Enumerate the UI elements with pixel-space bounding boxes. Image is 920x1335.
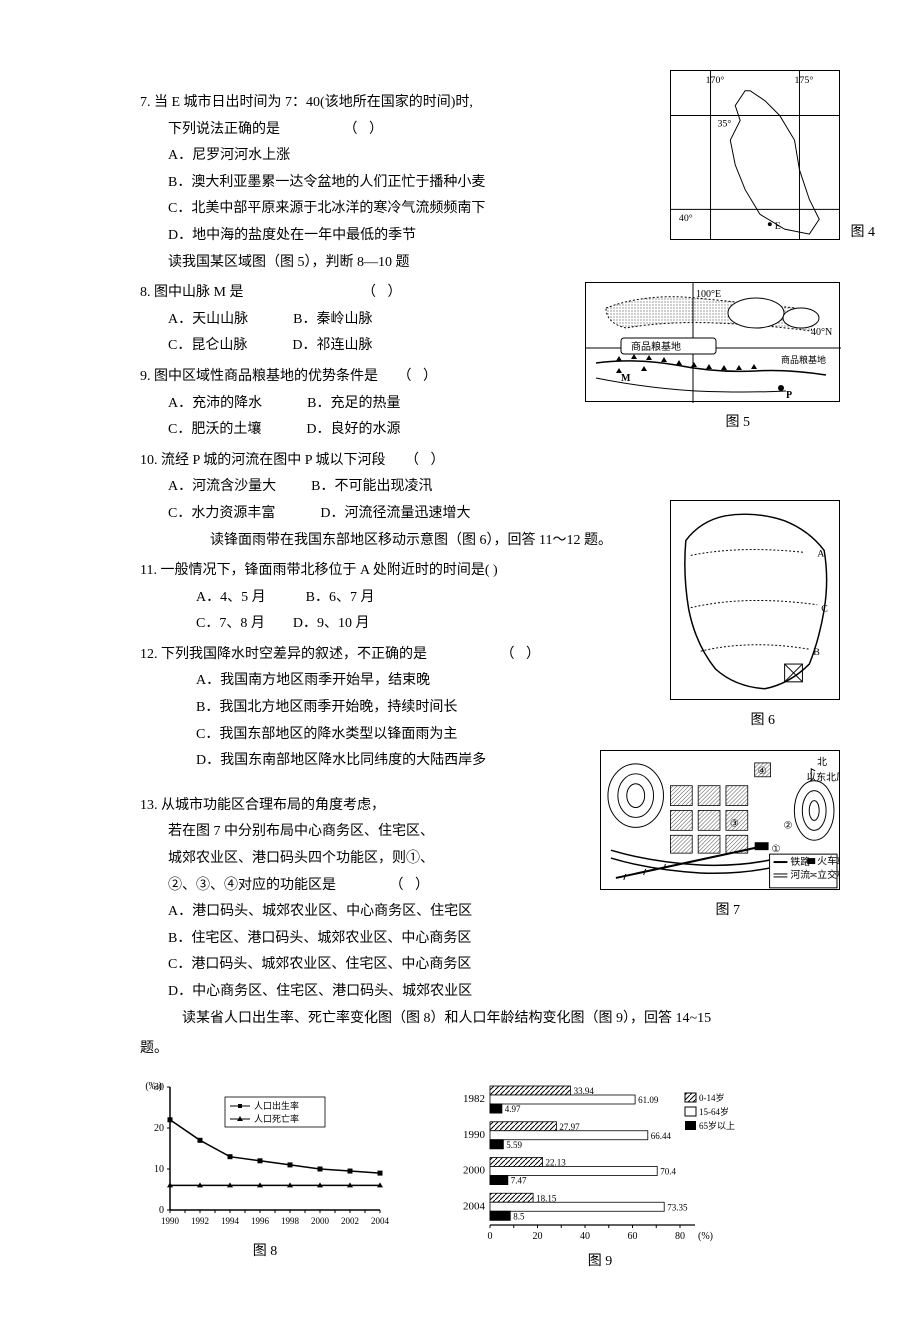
svg-text:1990: 1990	[463, 1129, 486, 1141]
figure-8: (‰)0102030199019921994199619982000200220…	[140, 1075, 390, 1235]
svg-text:立交桥: 立交桥	[817, 868, 839, 881]
note-end: 题。	[140, 1036, 790, 1063]
svg-text:40°: 40°	[679, 213, 693, 224]
q13-opt-d: D．中心商务区、住宅区、港口码头、城郊农业区	[140, 979, 790, 1006]
svg-text:100°E: 100°E	[696, 289, 721, 300]
svg-text:1996: 1996	[251, 1216, 270, 1226]
svg-text:1990: 1990	[161, 1216, 180, 1226]
svg-text:170°: 170°	[706, 75, 725, 86]
svg-text:0-14岁: 0-14岁	[699, 1092, 725, 1103]
q10-stem: 10. 流经 P 城的河流在图中 P 城以下河段 （ ）	[140, 448, 790, 475]
figure-6-label: 图 6	[751, 708, 776, 735]
q13-opt-a: A．港口码头、城郊农业区、中心商务区、住宅区	[140, 899, 790, 926]
chart-8-wrapper: (‰)0102030199019921994199619982000200220…	[140, 1075, 390, 1266]
svg-text:E: E	[775, 221, 781, 232]
svg-text:65岁以上: 65岁以上	[699, 1120, 735, 1131]
svg-text:10: 10	[154, 1164, 164, 1175]
svg-text:40: 40	[580, 1231, 590, 1242]
page-content: 170° 175° 35° 40° E 图 4 100°E 40°N 商品	[140, 90, 790, 1275]
svg-text:66.44: 66.44	[651, 1131, 672, 1141]
svg-text:4.97: 4.97	[505, 1104, 521, 1114]
svg-text:③: ③	[730, 818, 739, 829]
figure-9-label: 图 9	[450, 1249, 750, 1276]
q13-note: 读某省人口出生率、死亡率变化图（图 8）和人口年龄结构变化图（图 9），回答 1…	[140, 1006, 790, 1033]
charts-container: (‰)0102030199019921994199619982000200220…	[140, 1075, 790, 1276]
svg-text:80: 80	[675, 1231, 685, 1242]
figure-7-label: 图 7	[716, 898, 741, 925]
figure-8-label: 图 8	[140, 1239, 390, 1266]
svg-text:20: 20	[533, 1231, 543, 1242]
svg-text:5.59: 5.59	[506, 1140, 522, 1150]
figure-5: 100°E 40°N 商品粮基地 商品粮基地 M P	[585, 282, 840, 402]
chart-9-wrapper: 198233.9461.094.97199027.9766.445.592000…	[450, 1075, 750, 1276]
svg-text:1992: 1992	[191, 1216, 209, 1226]
svg-text:27.97: 27.97	[559, 1122, 580, 1132]
svg-text:40°N: 40°N	[811, 327, 832, 338]
svg-text:60: 60	[628, 1231, 638, 1242]
svg-text:A: A	[817, 548, 825, 559]
svg-text:15-64岁: 15-64岁	[699, 1106, 729, 1117]
svg-text:2002: 2002	[341, 1216, 359, 1226]
svg-text:0: 0	[159, 1205, 164, 1216]
svg-text:商品粮基地: 商品粮基地	[631, 340, 681, 353]
figure-4: 170° 175° 35° 40° E	[670, 70, 840, 240]
svg-text:175°: 175°	[795, 75, 814, 86]
svg-text:2000: 2000	[463, 1164, 486, 1176]
figure-4-label: 图 4	[851, 220, 876, 247]
svg-text:22.13: 22.13	[546, 1157, 567, 1167]
svg-text:73.35: 73.35	[667, 1202, 688, 1212]
svg-text:20: 20	[154, 1123, 164, 1134]
q7-note: 读我国某区域图（图 5），判断 8—10 题	[140, 250, 790, 277]
svg-text:61.09: 61.09	[638, 1095, 659, 1105]
svg-text:④: ④	[758, 766, 767, 777]
svg-text:(%): (%)	[698, 1231, 713, 1242]
svg-text:2004: 2004	[371, 1216, 390, 1226]
svg-text:B: B	[813, 647, 820, 658]
svg-text:70.4: 70.4	[660, 1166, 676, 1176]
svg-text:人口出生率: 人口出生率	[254, 1100, 299, 1111]
q13-opt-b: B．住宅区、港口码头、城郊农业区、中心商务区	[140, 926, 790, 953]
svg-text:1998: 1998	[281, 1216, 300, 1226]
svg-text:北: 北	[817, 756, 827, 768]
svg-text:33.94: 33.94	[574, 1086, 595, 1096]
svg-text:P: P	[786, 390, 792, 401]
svg-text:河流: 河流	[790, 868, 810, 881]
svg-text:C: C	[821, 604, 828, 615]
svg-text:2000: 2000	[311, 1216, 330, 1226]
svg-text:0: 0	[488, 1231, 493, 1242]
svg-text:7.47: 7.47	[511, 1175, 527, 1185]
svg-text:火车站: 火车站	[817, 854, 839, 867]
q13-opt-c: C．港口码头、城郊农业区、住宅区、中心商务区	[140, 952, 790, 979]
q10-opts-1: A．河流含沙量大B．不可能出现凌汛	[140, 474, 790, 501]
figure-7: ④ ③ ② ① 北 以东北风为主 铁路 火车站	[600, 750, 840, 890]
svg-text:8.5: 8.5	[513, 1211, 525, 1221]
svg-text:以东北风为主: 以东北风为主	[806, 771, 839, 784]
q12-opt-c: C．我国东部地区的降水类型以锋面雨为主	[140, 722, 790, 749]
svg-text:1982: 1982	[463, 1093, 485, 1105]
svg-text:1994: 1994	[221, 1216, 240, 1226]
svg-text:2004: 2004	[463, 1200, 486, 1212]
svg-text:①: ①	[772, 844, 781, 855]
svg-text:②: ②	[783, 820, 792, 831]
figure-5-label: 图 5	[726, 410, 751, 437]
svg-text:35°: 35°	[717, 118, 731, 129]
figure-6: A C B	[670, 500, 840, 700]
svg-text:18.15: 18.15	[536, 1193, 557, 1203]
svg-text:商品粮基地: 商品粮基地	[781, 354, 826, 365]
svg-text:30: 30	[154, 1082, 164, 1093]
svg-text:人口死亡率: 人口死亡率	[254, 1113, 299, 1124]
q9-opts-2: C．肥沃的土壤D．良好的水源	[140, 417, 790, 444]
figure-9: 198233.9461.094.97199027.9766.445.592000…	[450, 1075, 750, 1245]
